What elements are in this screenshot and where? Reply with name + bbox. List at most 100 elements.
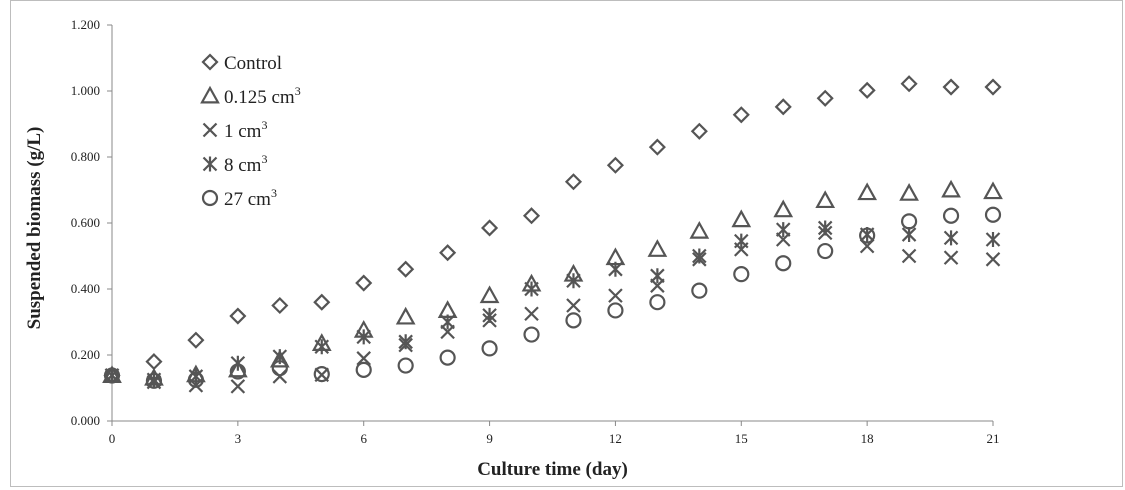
data-point bbox=[397, 357, 414, 374]
data-point bbox=[565, 312, 582, 329]
legend-marker bbox=[202, 156, 218, 172]
x-tick-label: 9 bbox=[486, 431, 493, 446]
data-point bbox=[817, 220, 833, 236]
x-tick-label: 6 bbox=[360, 431, 367, 446]
data-point bbox=[650, 268, 665, 284]
data-point bbox=[942, 207, 960, 224]
data-point bbox=[482, 307, 497, 323]
data-point bbox=[227, 359, 248, 378]
data-point bbox=[859, 227, 876, 244]
data-point bbox=[943, 230, 959, 246]
series-5 bbox=[103, 206, 1002, 389]
data-point bbox=[524, 281, 539, 297]
data-point bbox=[733, 266, 750, 283]
data-point bbox=[356, 329, 371, 345]
x-tick-label: 15 bbox=[735, 431, 748, 446]
data-point bbox=[985, 252, 1001, 267]
data-point bbox=[815, 190, 836, 209]
data-point bbox=[439, 349, 456, 366]
series-1 bbox=[103, 75, 1002, 385]
legend-marker bbox=[201, 53, 219, 71]
data-point bbox=[522, 207, 541, 225]
data-point bbox=[355, 361, 372, 378]
data-point bbox=[607, 302, 624, 319]
legend-label: 1 cm3 bbox=[224, 118, 267, 142]
x-axis-title: Culture time (day) bbox=[477, 459, 628, 480]
data-point bbox=[774, 98, 792, 116]
data-point bbox=[481, 219, 499, 237]
data-point bbox=[858, 81, 876, 99]
data-point bbox=[734, 233, 749, 249]
data-point bbox=[943, 250, 959, 265]
y-tick-label: 1.200 bbox=[71, 17, 100, 32]
axes bbox=[111, 25, 993, 422]
data-point bbox=[188, 368, 204, 384]
legend-label: 0.125 cm3 bbox=[224, 84, 301, 108]
data-point bbox=[941, 179, 961, 198]
data-point bbox=[187, 331, 205, 349]
series-4 bbox=[104, 220, 1001, 388]
data-point bbox=[857, 182, 878, 201]
x-tick-label: 3 bbox=[235, 431, 242, 446]
data-point bbox=[731, 209, 752, 228]
data-point bbox=[984, 206, 1002, 223]
data-point bbox=[524, 306, 539, 322]
x-tick-label: 0 bbox=[109, 431, 116, 446]
data-point bbox=[817, 242, 834, 260]
x-tick-label: 18 bbox=[861, 431, 874, 446]
data-point bbox=[566, 273, 581, 289]
data-point bbox=[313, 366, 330, 383]
data-point bbox=[355, 274, 373, 292]
data-point bbox=[899, 183, 919, 201]
legend-marker bbox=[202, 122, 218, 138]
legend-marker bbox=[200, 85, 220, 104]
chart-frame bbox=[10, 0, 1123, 487]
data-point bbox=[647, 239, 668, 257]
data-point bbox=[606, 156, 624, 174]
y-axis-title: Suspended biomass (g/L) bbox=[24, 127, 45, 330]
x-tick-label: 12 bbox=[609, 431, 622, 446]
data-point bbox=[564, 173, 583, 191]
data-point bbox=[985, 232, 1001, 247]
data-point bbox=[649, 294, 666, 311]
data-point bbox=[229, 307, 247, 325]
y-tick-label: 0.600 bbox=[71, 215, 100, 230]
data-point bbox=[690, 122, 708, 140]
data-point bbox=[689, 220, 710, 239]
data-point bbox=[103, 367, 121, 384]
data-point bbox=[271, 360, 288, 377]
data-point bbox=[523, 326, 540, 343]
data-point bbox=[230, 355, 246, 371]
data-point bbox=[439, 244, 457, 262]
y-tick-label: 0.400 bbox=[71, 281, 100, 296]
data-point bbox=[145, 372, 163, 389]
y-tick-label: 0.800 bbox=[71, 149, 100, 164]
data-point bbox=[314, 339, 330, 355]
data-point bbox=[984, 78, 1002, 96]
data-point bbox=[356, 351, 371, 366]
data-point bbox=[187, 371, 205, 388]
data-point bbox=[773, 199, 794, 218]
data-point bbox=[900, 75, 918, 93]
data-point bbox=[942, 78, 960, 96]
data-point bbox=[775, 255, 792, 272]
data-point bbox=[395, 306, 416, 325]
data-point bbox=[901, 227, 917, 243]
series-2 bbox=[102, 179, 1003, 386]
legend-marker bbox=[201, 189, 219, 207]
data-point bbox=[272, 369, 288, 384]
data-point bbox=[900, 213, 918, 230]
data-point bbox=[145, 353, 163, 371]
data-point bbox=[481, 340, 498, 357]
data-point bbox=[230, 379, 246, 394]
data-point bbox=[816, 89, 834, 107]
y-tick-label: 0.200 bbox=[71, 347, 100, 362]
ticks: 0.000 0.200 0.400 0.600 0.800 1.000 1.200 0 3 6 9 1… bbox=[71, 17, 1000, 446]
legend-label: 27 cm3 bbox=[224, 186, 277, 210]
y-tick-label: 0.000 bbox=[71, 413, 100, 428]
legend: Control 0.125 cm3 1 cm3 8 cm3 27 cm3 bbox=[200, 53, 301, 210]
data-point bbox=[901, 248, 917, 264]
data-point bbox=[271, 296, 289, 315]
data-point bbox=[775, 222, 791, 238]
